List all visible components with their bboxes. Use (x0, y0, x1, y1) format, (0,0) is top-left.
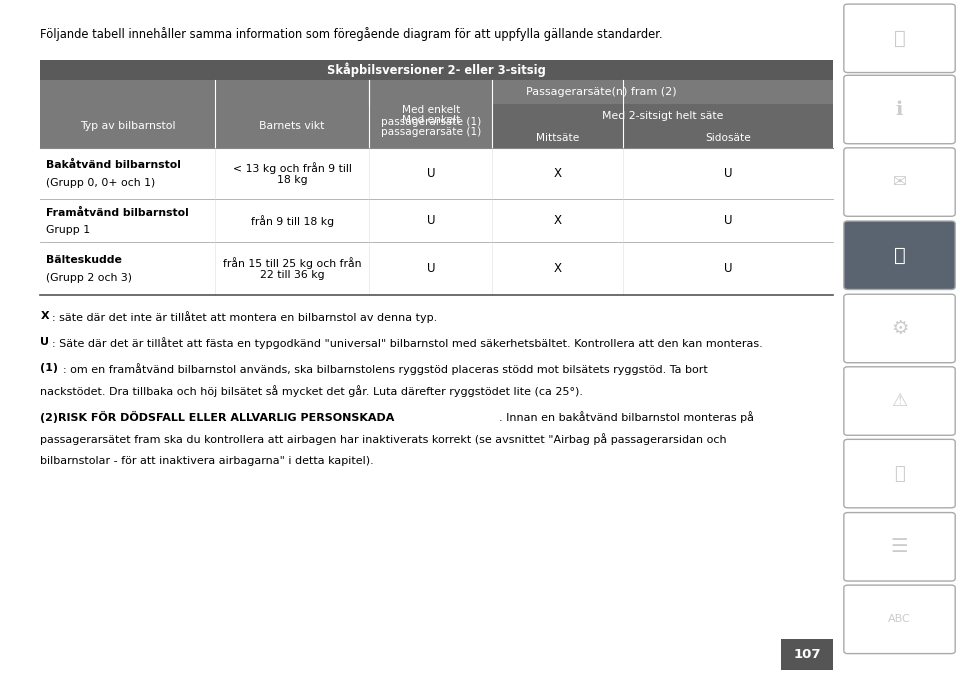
Text: (1): (1) (40, 363, 59, 373)
Text: passagerarsätet fram ska du kontrollera att airbagen har inaktiverats korrekt (s: passagerarsätet fram ska du kontrollera … (40, 433, 727, 445)
Text: från 15 till 25 kg och från
22 till 36 kg: från 15 till 25 kg och från 22 till 36 k… (223, 257, 361, 280)
Text: (Grupp 2 och 3): (Grupp 2 och 3) (46, 273, 132, 283)
Text: Med 2-sitsigt helt säte: Med 2-sitsigt helt säte (602, 111, 724, 121)
Text: Typ av bilbarnstol: Typ av bilbarnstol (80, 121, 176, 131)
Text: U: U (426, 262, 435, 275)
Text: X: X (554, 214, 562, 227)
Text: Följande tabell innehåller samma information som föregående diagram för att uppf: Följande tabell innehåller samma informa… (40, 27, 663, 41)
Text: U: U (40, 337, 49, 347)
Text: (Grupp 0, 0+ och 1): (Grupp 0, 0+ och 1) (46, 178, 156, 188)
Text: Sidosäte: Sidosäte (706, 134, 751, 143)
Text: . Innan en bakåtvänd bilbarnstol monteras på: . Innan en bakåtvänd bilbarnstol montera… (499, 411, 755, 423)
Text: ℹ: ℹ (896, 100, 903, 119)
FancyBboxPatch shape (844, 513, 955, 581)
FancyBboxPatch shape (492, 104, 833, 129)
FancyBboxPatch shape (844, 148, 955, 216)
Text: : Säte där det är tillåtet att fästa en typgodkänd "universal" bilbarnstol med s: : Säte där det är tillåtet att fästa en … (52, 337, 762, 349)
FancyBboxPatch shape (844, 221, 955, 290)
Text: 👤: 👤 (894, 245, 905, 265)
FancyBboxPatch shape (40, 129, 833, 148)
Text: ⚠: ⚠ (892, 392, 907, 410)
Text: U: U (724, 167, 732, 180)
Text: (2)RISK FÖR DÖDSFALL ELLER ALLVARLIG PERSONSKADA: (2)RISK FÖR DÖDSFALL ELLER ALLVARLIG PER… (40, 411, 395, 423)
Text: 🔧: 🔧 (894, 464, 905, 483)
Text: från 9 till 18 kg: från 9 till 18 kg (251, 215, 334, 226)
Text: U: U (724, 262, 732, 275)
Text: X: X (40, 311, 49, 321)
FancyBboxPatch shape (844, 367, 955, 435)
FancyBboxPatch shape (844, 75, 955, 144)
Text: U: U (426, 167, 435, 180)
Text: Passagerarsäte(n) fram (2): Passagerarsäte(n) fram (2) (526, 87, 677, 97)
Text: bilbarnstolar - för att inaktivera airbagarna" i detta kapitel).: bilbarnstolar - för att inaktivera airba… (40, 456, 374, 466)
FancyBboxPatch shape (40, 148, 833, 199)
Text: X: X (554, 167, 562, 180)
Text: U: U (724, 214, 732, 227)
FancyBboxPatch shape (40, 60, 833, 80)
Text: ⚙: ⚙ (891, 319, 908, 338)
FancyBboxPatch shape (40, 199, 833, 242)
Text: Barnets vikt: Barnets vikt (259, 121, 324, 131)
Text: Grupp 1: Grupp 1 (46, 225, 90, 235)
FancyBboxPatch shape (844, 439, 955, 508)
FancyBboxPatch shape (623, 129, 833, 148)
Text: Med enkelt
passagerarsäte (1): Med enkelt passagerarsäte (1) (381, 115, 481, 136)
Text: Bakåtvänd bilbarnstol: Bakåtvänd bilbarnstol (46, 161, 180, 170)
Text: ☰: ☰ (891, 537, 908, 557)
Text: : om en framåtvänd bilbarnstol används, ska bilbarnstolens ryggstöd placeras stö: : om en framåtvänd bilbarnstol används, … (63, 363, 708, 375)
FancyBboxPatch shape (844, 294, 955, 363)
Text: X: X (554, 262, 562, 275)
FancyBboxPatch shape (40, 104, 833, 129)
Text: 🔍: 🔍 (894, 28, 905, 48)
FancyBboxPatch shape (844, 585, 955, 654)
Text: Med enkelt
passagerarsäte (1): Med enkelt passagerarsäte (1) (381, 106, 481, 127)
Text: ABC: ABC (888, 614, 911, 624)
Text: 107: 107 (794, 648, 821, 661)
FancyBboxPatch shape (40, 80, 370, 104)
FancyBboxPatch shape (781, 639, 833, 670)
Text: : säte där det inte är tillåtet att montera en bilbarnstol av denna typ.: : säte där det inte är tillåtet att mont… (52, 311, 437, 323)
FancyBboxPatch shape (844, 4, 955, 73)
Text: Mittsäte: Mittsäte (536, 134, 579, 143)
Text: Bälteskudde: Bälteskudde (46, 256, 122, 265)
Text: Framåtvänd bilbarnstol: Framåtvänd bilbarnstol (46, 207, 189, 218)
Text: ✉: ✉ (893, 173, 906, 191)
FancyBboxPatch shape (370, 80, 833, 104)
FancyBboxPatch shape (492, 129, 623, 148)
Text: nackstödet. Dra tillbaka och höj bilsätet så mycket det går. Luta därefter ryggs: nackstödet. Dra tillbaka och höj bilsäte… (40, 385, 584, 397)
Text: < 13 kg och från 9 till
18 kg: < 13 kg och från 9 till 18 kg (232, 162, 351, 185)
FancyBboxPatch shape (40, 242, 833, 295)
Text: U: U (426, 214, 435, 227)
Text: Skåpbilsversioner 2- eller 3-sitsig: Skåpbilsversioner 2- eller 3-sitsig (327, 62, 546, 77)
